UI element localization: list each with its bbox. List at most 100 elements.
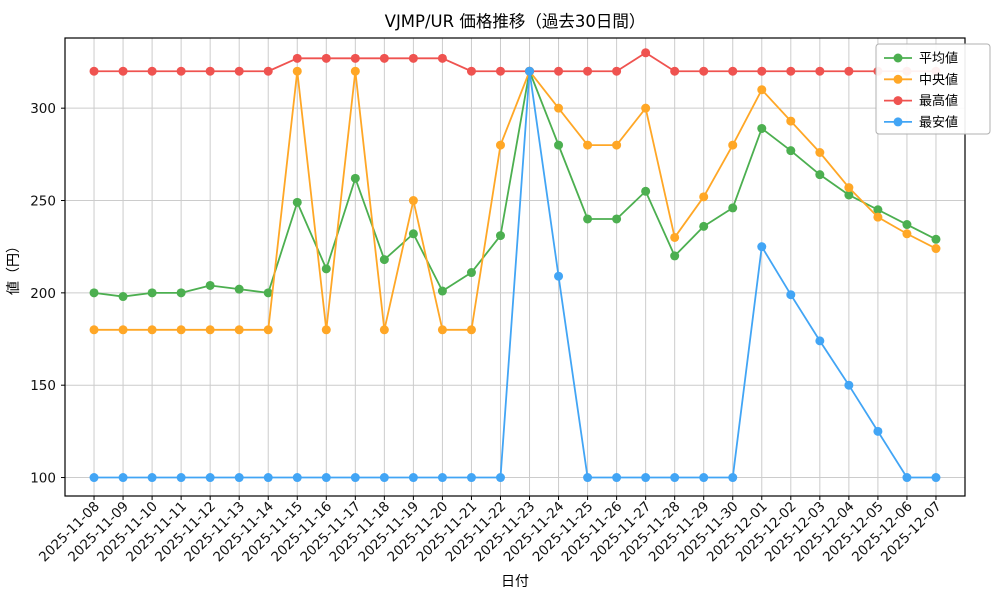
data-point xyxy=(670,251,680,261)
series-line-最安値 xyxy=(94,70,936,479)
y-tick-label: 150 xyxy=(30,378,56,394)
data-point xyxy=(612,473,622,483)
data-point xyxy=(234,325,244,335)
data-point xyxy=(321,264,331,274)
legend-marker-dot xyxy=(893,96,903,106)
legend-item-最安値: 最安値 xyxy=(884,114,958,130)
data-point xyxy=(263,325,273,335)
data-point xyxy=(379,473,389,483)
data-point xyxy=(757,66,767,76)
legend-item-平均値: 平均値 xyxy=(884,51,958,67)
series-line-平均値 xyxy=(93,70,937,298)
legend-box xyxy=(875,43,991,135)
data-point xyxy=(263,288,273,298)
legend-item-中央値: 中央値 xyxy=(884,72,958,88)
data-point xyxy=(234,66,244,76)
data-point xyxy=(699,66,709,76)
data-point xyxy=(263,66,273,76)
data-point xyxy=(612,66,622,76)
data-point xyxy=(147,325,157,335)
data-point xyxy=(408,53,418,63)
data-point xyxy=(583,66,593,76)
data-point xyxy=(554,66,564,76)
data-point xyxy=(437,286,447,296)
data-point xyxy=(728,66,738,76)
data-point xyxy=(699,473,709,483)
y-tick-label: 300 xyxy=(30,101,56,117)
data-point xyxy=(641,103,651,113)
data-point xyxy=(437,53,447,63)
data-point xyxy=(931,244,941,254)
data-point xyxy=(583,140,593,150)
data-point xyxy=(176,473,186,483)
data-point xyxy=(495,140,505,150)
y-tick-label: 200 xyxy=(30,286,56,302)
data-point xyxy=(147,66,157,76)
data-point xyxy=(118,325,128,335)
data-point xyxy=(466,268,476,278)
data-point xyxy=(234,284,244,294)
data-point xyxy=(699,221,709,231)
data-point xyxy=(554,140,564,150)
data-point xyxy=(89,473,99,483)
data-point xyxy=(147,288,157,298)
data-point xyxy=(350,66,360,76)
data-point xyxy=(292,197,302,207)
data-point xyxy=(292,473,302,483)
series-markers-中央値 xyxy=(89,66,941,335)
data-point xyxy=(89,325,99,335)
data-point xyxy=(902,473,912,483)
data-point xyxy=(902,220,912,230)
data-point xyxy=(757,123,767,133)
data-point xyxy=(118,66,128,76)
data-point xyxy=(873,426,883,436)
axes-frame xyxy=(64,37,966,497)
data-point xyxy=(205,325,215,335)
data-point xyxy=(815,170,825,180)
data-point xyxy=(321,473,331,483)
data-point xyxy=(147,473,157,483)
y-tick-label: 250 xyxy=(30,194,56,210)
legend-marker-dot xyxy=(893,117,903,127)
legend-label: 平均値 xyxy=(919,51,958,67)
data-point xyxy=(931,234,941,244)
y-axis-label: 値（円） xyxy=(6,239,22,295)
series-line-中央値 xyxy=(94,70,937,331)
data-point xyxy=(757,85,767,95)
data-point xyxy=(263,473,273,483)
data-point xyxy=(786,290,796,300)
data-point xyxy=(205,473,215,483)
data-point xyxy=(873,212,883,222)
data-point xyxy=(815,148,825,157)
data-point xyxy=(466,66,476,76)
legend-label: 中央値 xyxy=(919,72,958,88)
data-point xyxy=(815,66,825,76)
data-point xyxy=(641,186,651,196)
data-point xyxy=(786,116,796,126)
data-point xyxy=(583,473,593,483)
data-point xyxy=(321,325,331,335)
data-point xyxy=(670,473,680,483)
data-point xyxy=(699,192,709,202)
data-point xyxy=(437,325,447,335)
data-point xyxy=(176,288,186,298)
data-point xyxy=(525,66,535,76)
data-point xyxy=(786,66,796,76)
data-point xyxy=(844,190,854,200)
data-point xyxy=(641,48,651,58)
data-point xyxy=(670,66,680,76)
data-point xyxy=(757,242,767,252)
data-point xyxy=(844,380,854,390)
data-point xyxy=(902,229,912,239)
data-point xyxy=(728,140,738,150)
data-point xyxy=(437,473,447,483)
data-point xyxy=(466,325,476,335)
data-point xyxy=(118,473,128,483)
data-point xyxy=(205,66,215,76)
grid-lines xyxy=(65,38,965,496)
data-point xyxy=(583,214,593,224)
data-point xyxy=(176,325,186,335)
